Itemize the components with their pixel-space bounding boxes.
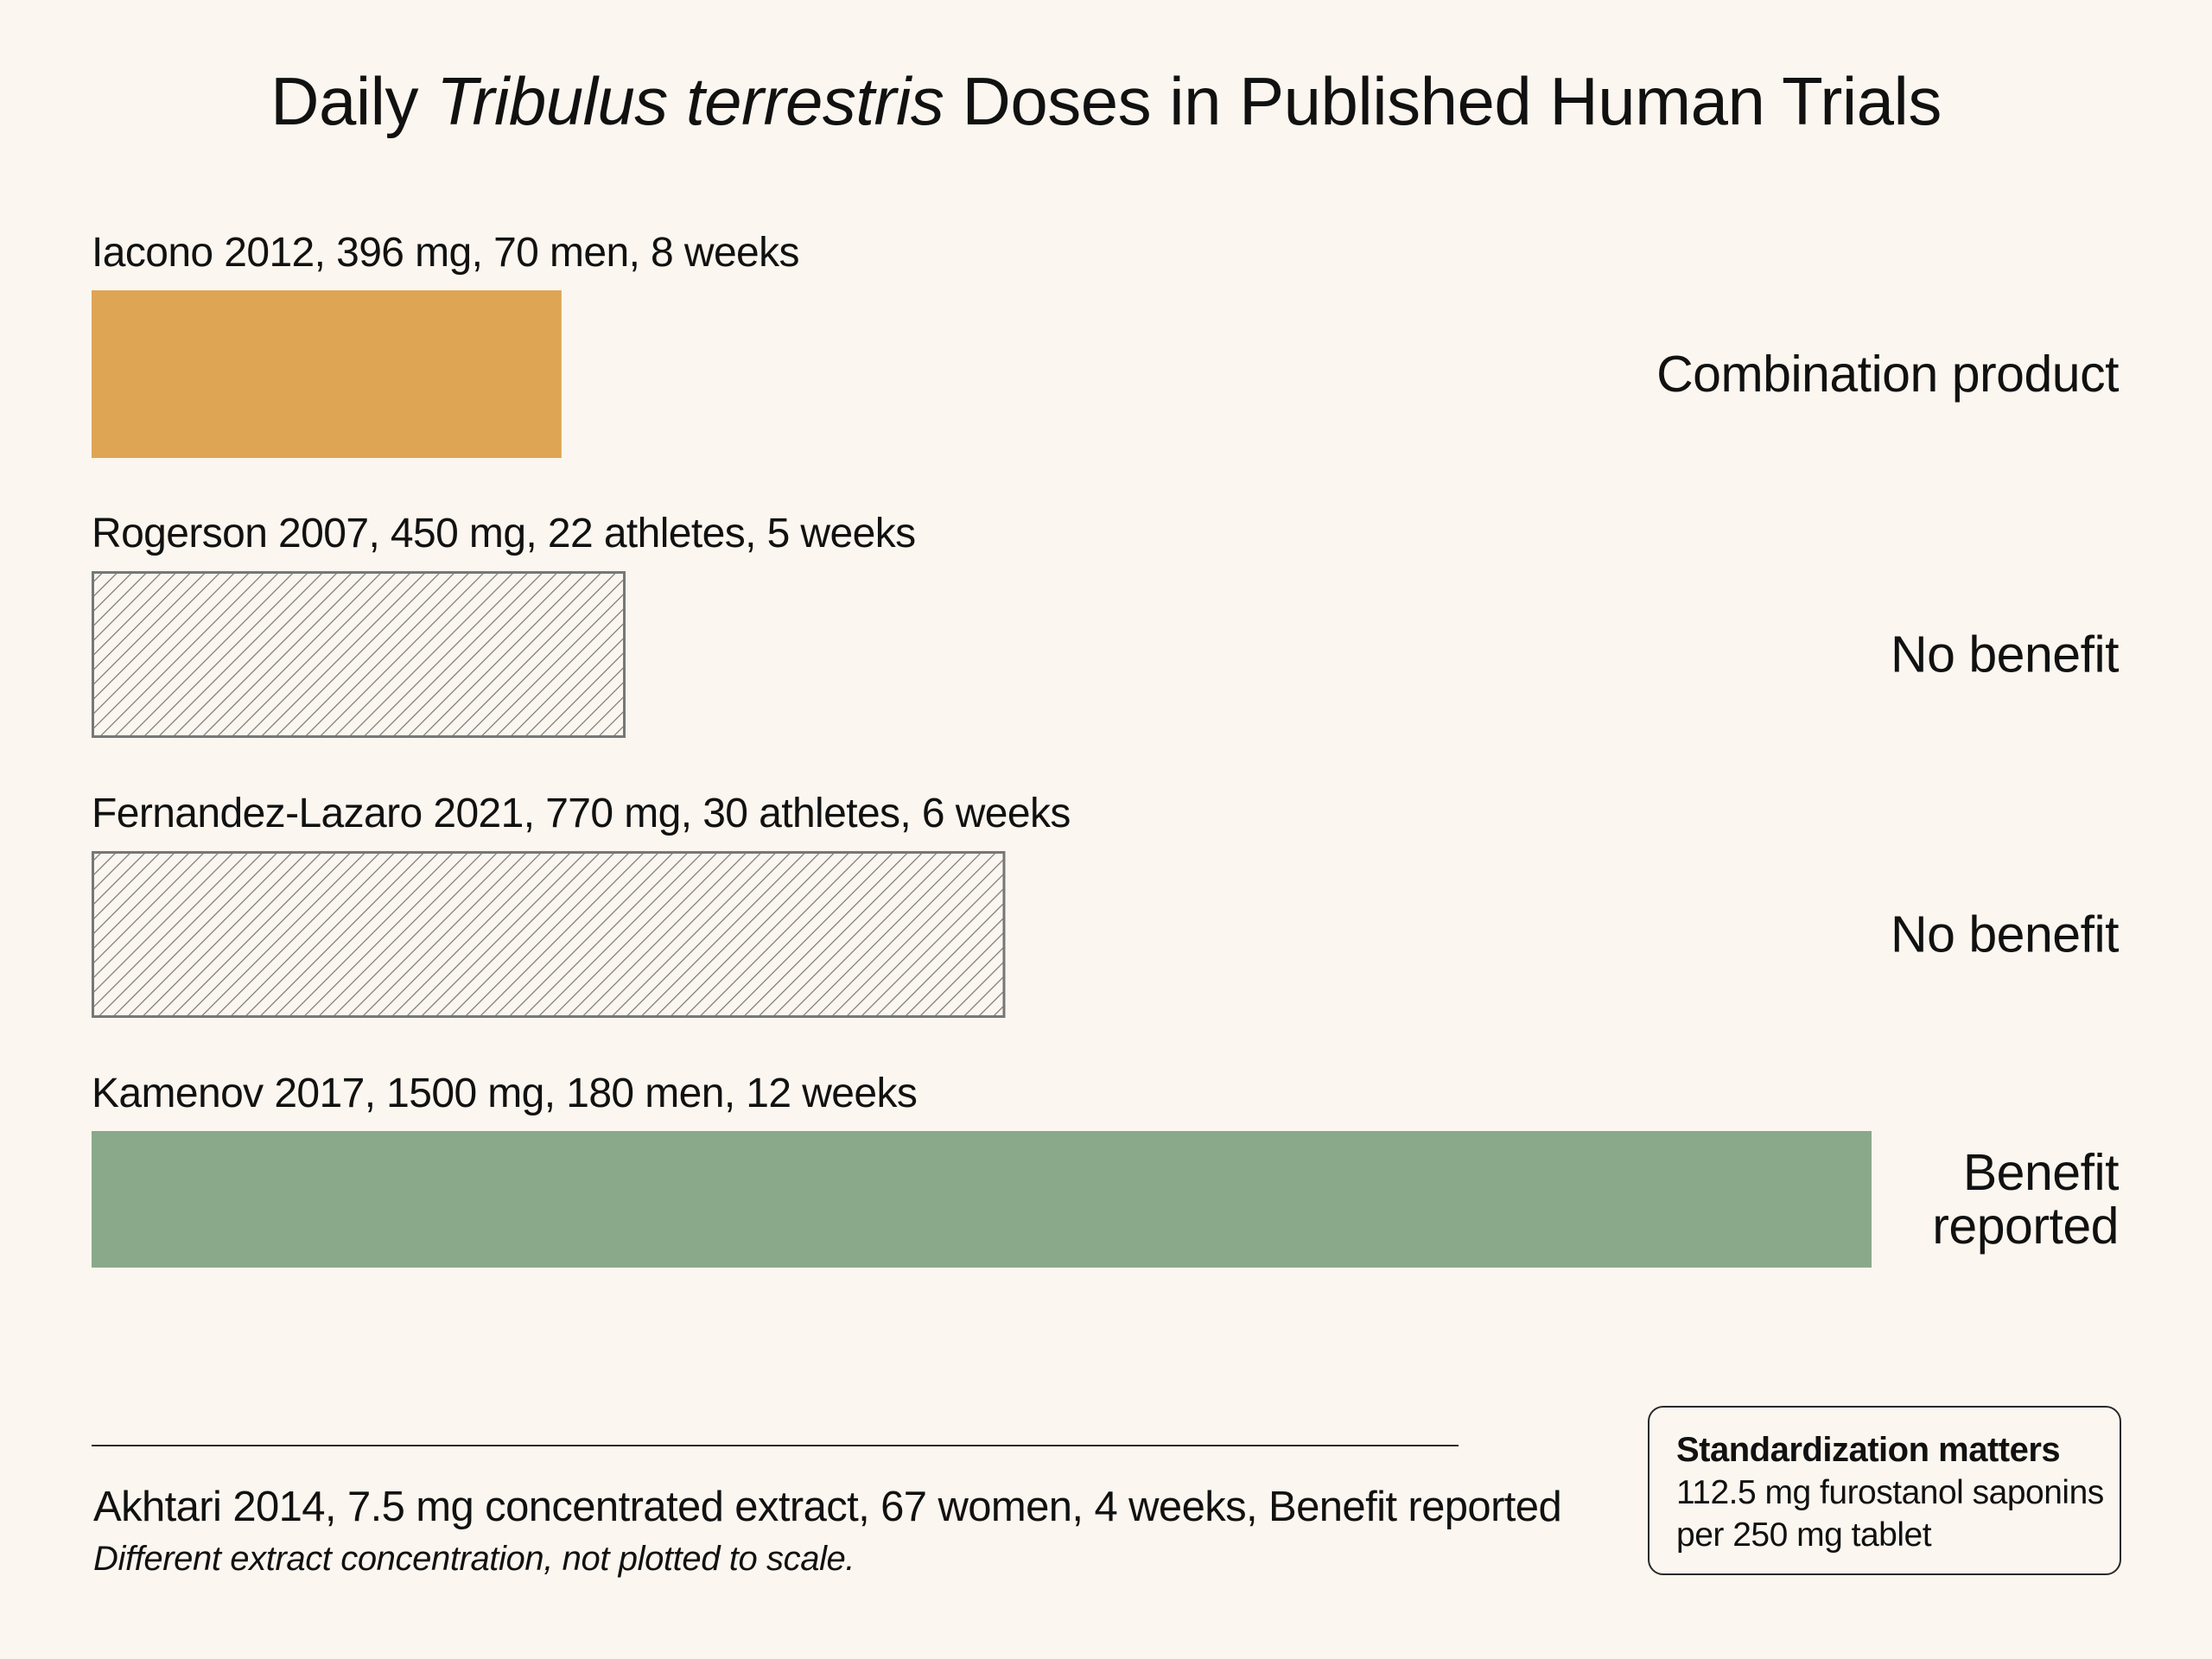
bar-outcome-1: Combination product	[1656, 346, 2119, 403]
callout-line-1: 112.5 mg furostanol saponins	[1676, 1474, 2104, 1511]
bars-layer: Iacono 2012, 396 mg, 70 men, 8 weeks Comb…	[92, 230, 2120, 1268]
bar-label-4: Kamenov 2017, 1500 mg, 180 men, 12 weeks	[92, 1071, 917, 1116]
bar-outcome-4-line-1: Benefit	[1963, 1144, 2119, 1201]
bar-4	[92, 1131, 1872, 1268]
footnote-subtext: Different extract concentration, not plo…	[93, 1540, 855, 1578]
standardization-callout: Standardization matters 112.5 mg furosta…	[1648, 1406, 2121, 1575]
bar-outcome-4-line-2: reported	[1932, 1198, 2119, 1255]
bar-outcome-2: No benefit	[1891, 626, 2119, 683]
callout-line-2: per 250 mg tablet	[1676, 1516, 1932, 1554]
callout-title: Standardization matters	[1676, 1431, 2061, 1469]
title-part-1: Daily	[270, 63, 437, 139]
chart-title: Daily Tribulus terrestris Doses in Publi…	[0, 62, 2212, 141]
footnote-text: Akhtari 2014, 7.5 mg concentrated extrac…	[93, 1484, 1562, 1530]
bar-2	[92, 571, 626, 738]
bar-label-1: Iacono 2012, 396 mg, 70 men, 8 weeks	[92, 230, 799, 276]
bar-label-2: Rogerson 2007, 450 mg, 22 athletes, 5 we…	[92, 511, 916, 556]
bar-1	[92, 290, 562, 458]
bar-3	[92, 851, 1006, 1018]
title-part-species: Tribulus terrestris	[436, 63, 944, 139]
title-part-2: Doses in Published Human Trials	[944, 63, 1942, 139]
bar-outcome-3: No benefit	[1891, 906, 2119, 963]
footer-divider	[92, 1445, 1459, 1446]
bar-label-3: Fernandez-Lazaro 2021, 770 mg, 30 athlet…	[92, 791, 1071, 836]
